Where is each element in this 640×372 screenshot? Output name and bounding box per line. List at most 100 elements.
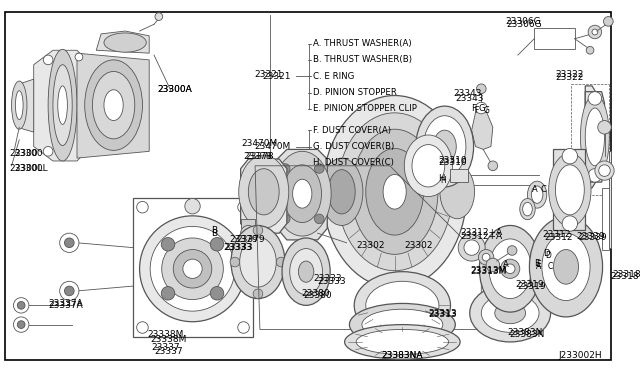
Text: J233002H: J233002H [558,351,602,360]
Circle shape [137,322,148,333]
Ellipse shape [354,272,451,339]
Circle shape [314,164,324,173]
Text: 23470M: 23470M [241,139,277,148]
Text: 23339: 23339 [577,231,605,241]
Polygon shape [17,79,34,132]
Ellipse shape [529,217,603,317]
Text: D: D [543,249,550,258]
Text: 23383NA: 23383NA [381,351,423,360]
Ellipse shape [366,148,424,235]
Text: E: E [537,260,541,269]
Ellipse shape [362,309,443,340]
Ellipse shape [404,135,452,196]
Ellipse shape [523,202,532,216]
Text: 23313: 23313 [428,311,457,320]
Text: D. PINION STOPPER: D. PINION STOPPER [313,88,397,97]
Ellipse shape [433,130,456,163]
Text: 23383N: 23383N [507,328,542,337]
Text: 23333: 23333 [223,243,252,252]
Circle shape [65,286,74,296]
Text: 23378: 23378 [246,152,274,161]
Ellipse shape [92,71,135,139]
Circle shape [486,258,500,272]
Text: 23302: 23302 [356,241,385,250]
Circle shape [483,253,490,261]
Text: C. E RING: C. E RING [313,72,354,81]
Text: H: H [438,174,444,183]
Circle shape [253,289,263,299]
Text: 23312+A: 23312+A [460,231,502,241]
Circle shape [588,25,602,39]
Circle shape [562,216,577,231]
Text: 23302: 23302 [404,241,433,250]
Circle shape [155,13,163,20]
Text: 23319: 23319 [517,282,546,291]
Text: F. DUST COVER(A): F. DUST COVER(A) [313,126,391,135]
Circle shape [173,250,212,288]
Ellipse shape [328,170,355,214]
Circle shape [476,102,487,114]
Text: 23300: 23300 [10,149,38,158]
Ellipse shape [351,129,438,254]
Ellipse shape [489,239,531,299]
Circle shape [211,238,224,251]
Circle shape [253,225,263,235]
Ellipse shape [495,302,525,324]
Text: B. THRUST WASHER(B): B. THRUST WASHER(B) [313,55,412,64]
Ellipse shape [585,108,605,166]
Polygon shape [34,50,92,161]
Circle shape [44,55,53,65]
Text: 23338M: 23338M [150,334,187,344]
Ellipse shape [344,325,460,359]
Ellipse shape [12,81,27,129]
Circle shape [161,286,175,300]
Text: 23319: 23319 [515,280,544,289]
Circle shape [314,214,324,224]
Ellipse shape [298,261,314,282]
Text: 23318: 23318 [611,272,639,281]
Text: 23312: 23312 [544,234,573,243]
Text: 23312+A: 23312+A [460,228,502,237]
Circle shape [276,257,286,267]
Polygon shape [277,150,327,240]
Circle shape [237,322,250,333]
Circle shape [13,317,29,332]
Text: 23383NA: 23383NA [381,351,423,360]
Ellipse shape [556,165,584,215]
Circle shape [500,259,520,278]
Text: 23379: 23379 [236,235,264,244]
Circle shape [595,161,614,180]
Ellipse shape [383,174,406,209]
Text: B: B [211,226,217,235]
Text: A: A [502,260,508,269]
Bar [451,169,468,182]
Text: 23313: 23313 [428,308,457,318]
Text: 23300A: 23300A [158,85,193,94]
Ellipse shape [15,91,23,119]
Ellipse shape [104,90,124,121]
Text: 23338M: 23338M [147,330,184,339]
Bar [241,219,255,228]
Text: 23378: 23378 [244,152,272,161]
Circle shape [562,148,577,164]
Text: F: F [471,103,476,113]
Circle shape [586,46,594,54]
Ellipse shape [58,86,67,124]
Bar [534,28,575,49]
Text: G: G [483,106,489,115]
Text: 23306G: 23306G [507,20,543,29]
Text: 23300: 23300 [15,149,43,158]
Text: 23306G: 23306G [505,17,541,26]
Ellipse shape [321,158,363,225]
Ellipse shape [416,106,474,187]
Text: 23380: 23380 [301,289,330,298]
Ellipse shape [240,237,276,287]
Text: 23339: 23339 [579,234,607,243]
Bar [602,188,609,250]
Circle shape [230,257,240,267]
Polygon shape [241,159,287,233]
Circle shape [150,227,235,311]
Ellipse shape [84,60,143,150]
Text: H. DUST COVER(C): H. DUST COVER(C) [313,158,394,167]
Ellipse shape [248,169,279,215]
